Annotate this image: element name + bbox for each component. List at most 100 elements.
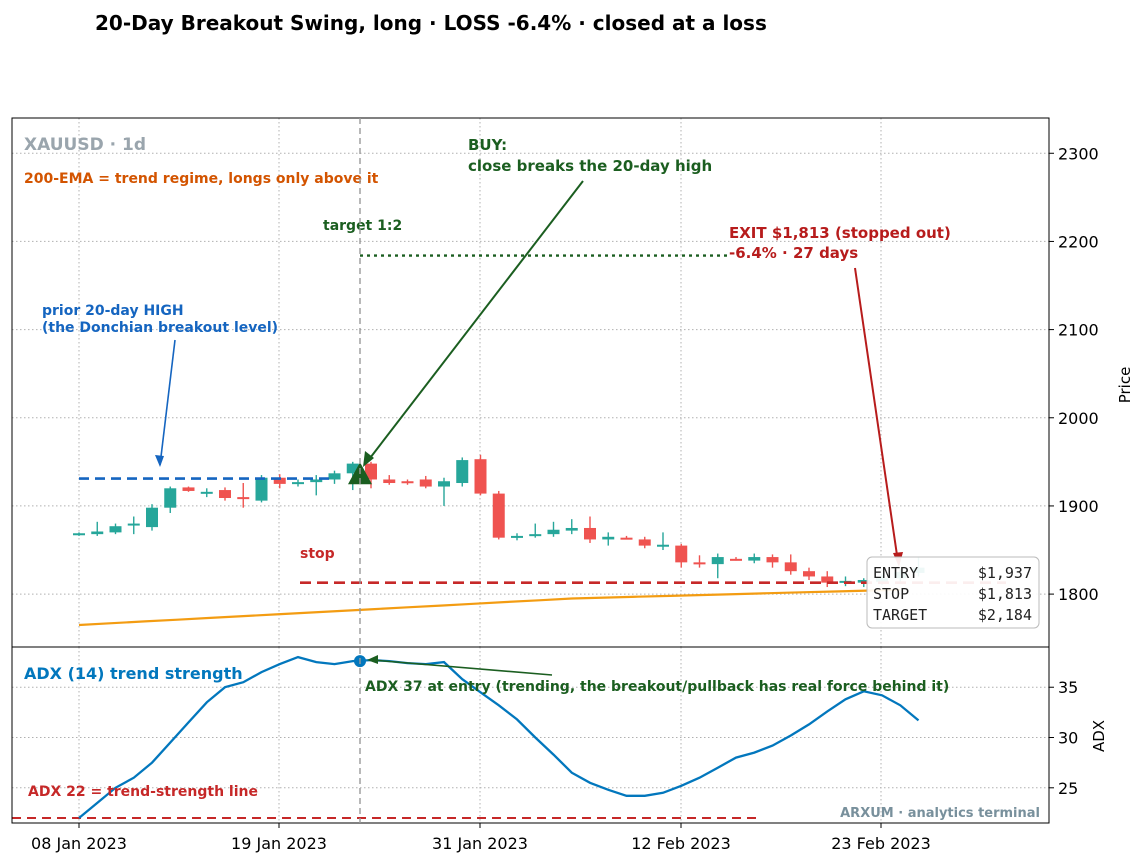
candle-body — [419, 479, 432, 487]
exit-label-1: EXIT $1,813 (stopped out) — [729, 224, 951, 242]
buy-arrowhead — [363, 451, 374, 467]
prior-high-label-1: prior 20-day HIGH — [42, 303, 184, 319]
info-stop-value: $1,813 — [978, 585, 1032, 603]
candle-body — [346, 463, 359, 474]
candle-body — [328, 473, 341, 480]
candle-body — [711, 557, 724, 565]
candle-body — [365, 463, 377, 480]
candle-body — [821, 576, 834, 583]
adx-ticks: 25 30 35 — [1049, 678, 1078, 798]
candle-body — [638, 539, 651, 546]
candles — [73, 454, 925, 588]
info-box-frame — [866, 556, 1040, 629]
adx-axis-label: ADX — [1090, 720, 1108, 752]
candle-body — [219, 490, 231, 498]
adx-entry-arrow — [371, 659, 553, 676]
x-tick-label: 31 Jan 2023 — [432, 834, 528, 853]
adx-grid — [12, 647, 1049, 823]
candle-body — [620, 537, 633, 540]
candle-body — [565, 527, 578, 531]
ema-label: 200-EMA = trend regime, longs only above… — [24, 171, 379, 187]
candle-body — [529, 534, 542, 537]
candle-body — [748, 557, 761, 561]
x-tick-label: 23 Feb 2023 — [831, 834, 931, 853]
price-tick-label: 2000 — [1058, 409, 1099, 428]
target-label: target 1:2 — [323, 218, 402, 234]
price-tick-label: 1800 — [1058, 585, 1099, 604]
stop-label: stop — [300, 546, 335, 562]
symbol-label: XAUUSD · 1d — [24, 135, 146, 155]
info-entry-key: ENTRY — [873, 564, 918, 582]
adx-line — [78, 655, 920, 819]
candle-body — [474, 459, 487, 494]
candle-body — [292, 482, 304, 485]
candle-body — [237, 497, 250, 500]
price-tick-label: 1900 — [1058, 497, 1099, 516]
price-ticks: 1800 1900 2000 2100 2200 2300 — [1049, 144, 1099, 604]
candle-body — [730, 558, 742, 561]
chart-title: 20-Day Breakout Swing, long · LOSS -6.4%… — [95, 11, 767, 35]
candle-body — [766, 557, 779, 563]
exit-label-2: -6.4% · 27 days — [729, 244, 858, 262]
candle-body — [310, 479, 323, 483]
candle-body — [73, 533, 85, 536]
candle-body — [584, 527, 596, 540]
adx-entry-label: ADX 37 at entry (trending, the breakout/… — [365, 679, 949, 695]
adx-entry-arrowhead — [367, 655, 378, 664]
buy-arrow — [366, 180, 584, 463]
candle-body — [109, 526, 122, 533]
candle-body — [164, 488, 177, 508]
candle-body — [127, 523, 140, 526]
price-axis-label: Price — [1116, 367, 1134, 404]
prior-high-label-2: (the Donchian breakout level) — [42, 320, 278, 336]
info-entry-value: $1,937 — [978, 564, 1032, 582]
x-tick-label: 19 Jan 2023 — [231, 834, 327, 853]
adx-series-label: ADX (14) trend strength — [24, 664, 243, 683]
price-tick-label: 2300 — [1058, 144, 1099, 163]
candle-body — [91, 531, 104, 535]
adx-tick-label: 30 — [1058, 729, 1078, 748]
candle-body — [602, 536, 615, 540]
candle-body — [383, 479, 396, 484]
price-levels — [79, 254, 1006, 584]
x-axis: 08 Jan 2023 19 Jan 2023 31 Jan 2023 12 Feb … — [31, 823, 931, 853]
candle-body — [511, 535, 523, 538]
candle-body — [857, 579, 870, 583]
candle-body — [456, 460, 469, 484]
candle-body — [803, 571, 815, 577]
candle-body — [255, 477, 268, 501]
adx-frame — [11, 646, 1050, 824]
candle-body — [657, 544, 669, 547]
candle-body — [182, 487, 195, 491]
adx-panel: 25 30 35 ADX (14) trend strength ADX 37 at… — [11, 646, 1108, 824]
buy-label-2: close breaks the 20-day high — [468, 157, 712, 175]
candle-body — [146, 507, 158, 528]
adx-tick-label: 35 — [1058, 678, 1078, 697]
price-tick-label: 2200 — [1058, 232, 1099, 251]
ema-layer — [78, 588, 901, 627]
candle-body — [492, 493, 505, 538]
info-stop-key: STOP — [873, 585, 909, 603]
buy-label-1: BUY: — [468, 136, 507, 154]
candle-body — [693, 562, 706, 565]
exit-arrow — [854, 267, 899, 563]
adx-threshold-label: ADX 22 = trend-strength line — [28, 784, 258, 800]
candle-body — [547, 529, 560, 535]
candle-body — [401, 481, 414, 484]
candle-body — [784, 562, 797, 572]
ema200-line — [78, 588, 901, 627]
watermark: ARXUM · analytics terminal — [840, 806, 1040, 821]
price-tick-label: 2100 — [1058, 321, 1099, 340]
adx-tick-label: 25 — [1058, 779, 1078, 798]
prior-high-arrowhead — [155, 455, 164, 467]
x-tick-label: 08 Jan 2023 — [31, 834, 127, 853]
x-tick-label: 12 Feb 2023 — [631, 834, 731, 853]
prior-high-arrow — [159, 339, 176, 466]
candle-body — [438, 481, 450, 487]
candle-body — [273, 477, 286, 484]
candle-body — [200, 491, 213, 494]
info-target-value: $2,184 — [978, 606, 1032, 624]
info-box: ENTRY $1,937 STOP $1,813 TARGET $2,184 — [866, 556, 1040, 629]
info-target-key: TARGET — [873, 606, 927, 624]
